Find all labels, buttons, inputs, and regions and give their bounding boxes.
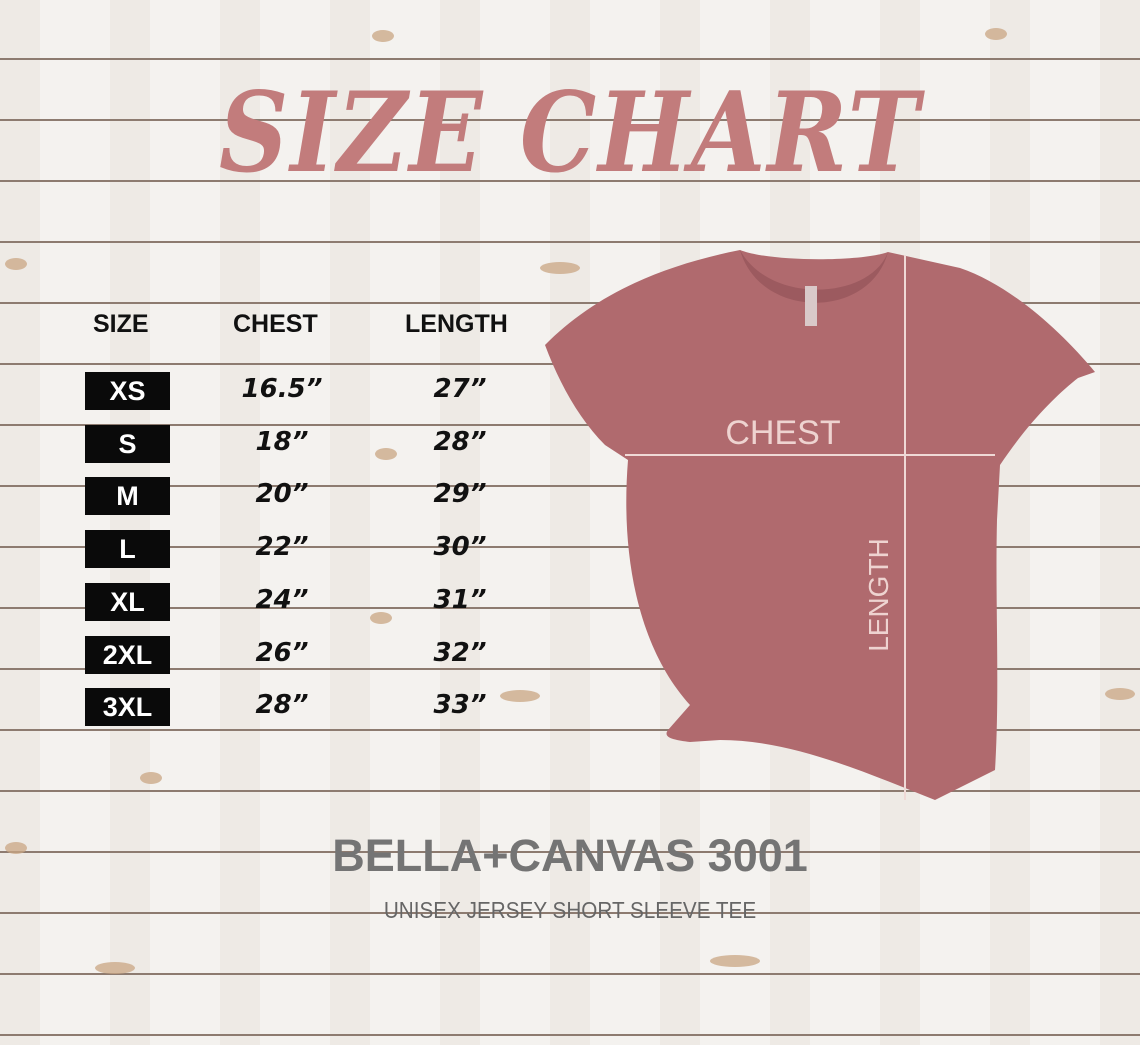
wood-knot [985,28,1007,40]
chest-value: 22” [255,532,309,563]
size-row: S 18” 28” [85,424,525,463]
size-badge: L [85,530,170,569]
length-value: 29” [433,479,487,510]
chest-value: 24” [255,584,309,615]
wood-knot [372,30,394,42]
size-row: 2XL 26” 32” [85,635,525,674]
length-value: 31” [433,584,487,615]
wood-knot [5,258,27,270]
size-badge: XS [85,372,170,410]
length-value: 32” [433,637,487,668]
size-badge: 3XL [85,688,170,727]
wood-knot [710,955,760,967]
header-length: LENGTH [405,310,508,338]
chest-value: 16.5” [241,374,323,404]
size-row: M 20” 29” [85,477,525,516]
wood-knot [370,612,392,624]
wood-knot [5,842,27,854]
length-value: 28” [433,426,487,457]
size-row: XS 16.5” 27” [85,372,525,410]
wood-knot [500,690,540,702]
product-description: UNISEX JERSEY SHORT SLEEVE TEE [383,897,757,923]
wood-knot [95,962,135,974]
size-chart-title: SIZE CHART [218,67,922,198]
wood-knot [540,262,580,274]
wood-knot [1105,688,1135,700]
chest-value: 28” [255,690,309,721]
tshirt-tag [805,286,817,326]
length-label: LENGTH [863,538,894,652]
size-badge: M [85,477,170,516]
tshirt [545,250,1095,800]
size-badge: XL [85,582,170,621]
header-chest: CHEST [233,310,318,338]
product-name: BELLA+CANVAS 3001 [332,830,808,881]
tshirt-collar [740,250,888,303]
size-row: 3XL 28” 33” [85,688,525,727]
chest-value: 26” [255,637,309,668]
length-value: 30” [433,532,487,563]
length-value: 27” [433,374,487,404]
chest-value: 20” [255,479,309,510]
chest-value: 18” [255,426,309,457]
size-badge: S [85,424,170,463]
header-size: SIZE [93,310,149,338]
length-value: 33” [433,690,487,721]
chest-label: CHEST [725,414,840,452]
wood-knot [375,448,397,460]
size-badge: 2XL [85,635,170,674]
size-row: XL 24” 31” [85,582,525,621]
wood-knot [140,772,162,784]
size-row: L 22” 30” [85,530,525,569]
